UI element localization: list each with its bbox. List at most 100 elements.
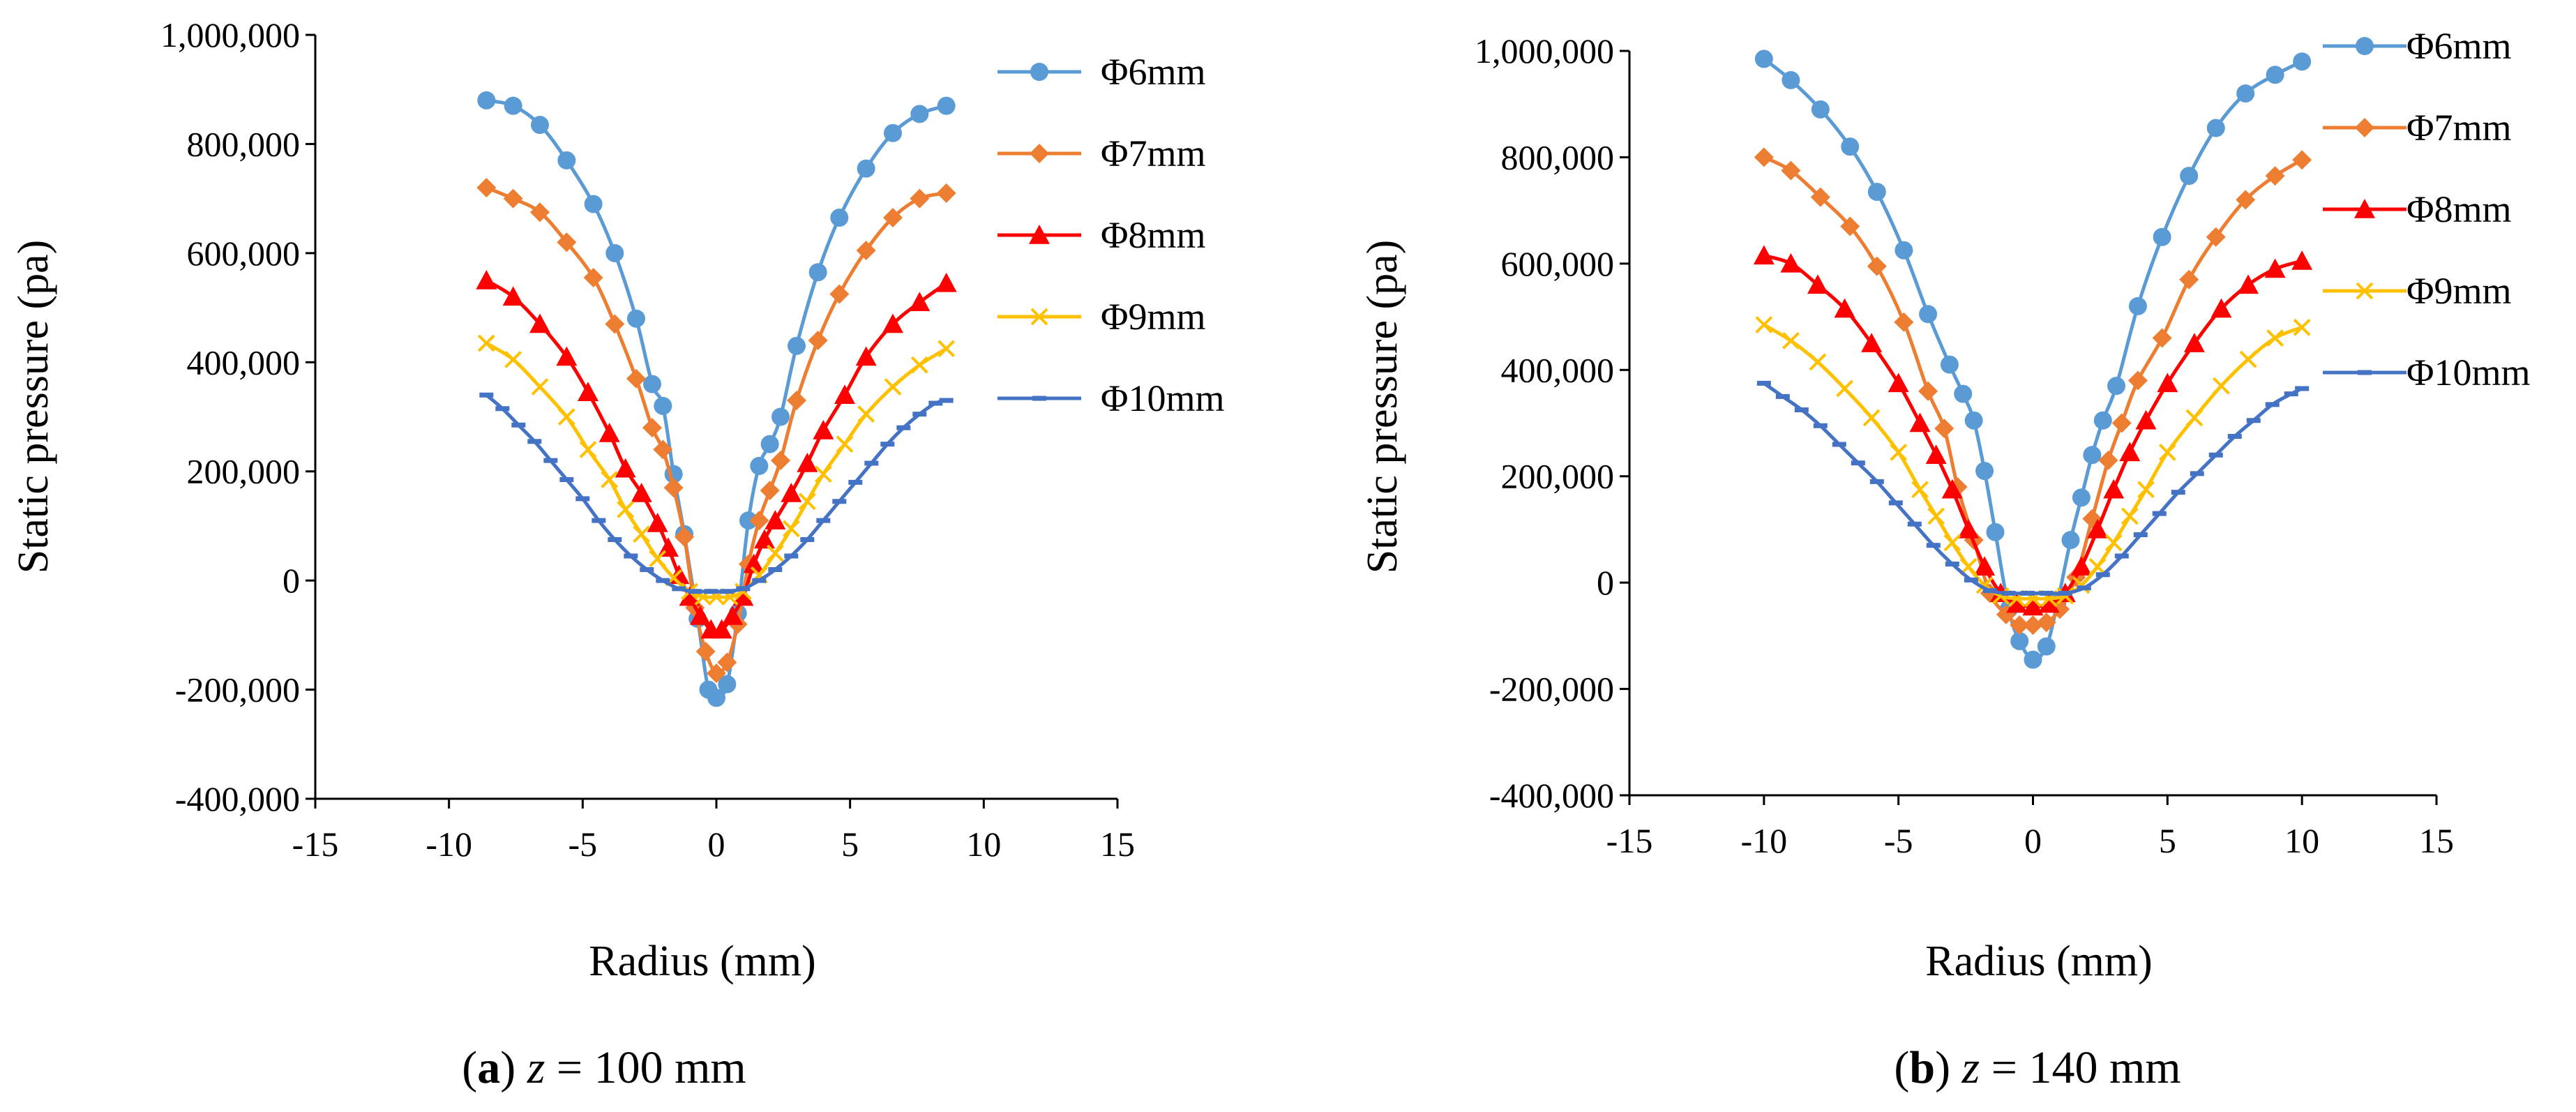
data-point [2121, 507, 2139, 525]
data-point [2206, 227, 2226, 247]
data-point [754, 529, 775, 549]
caption-value: = 140 mm [1980, 1042, 2180, 1093]
data-point [743, 553, 764, 573]
data-point [1807, 274, 1828, 294]
data-point [2185, 409, 2204, 427]
data-point [855, 346, 877, 366]
data-point [1780, 253, 1802, 273]
data-point [502, 286, 524, 306]
x-tick-label: -10 [1741, 821, 1788, 860]
data-point [633, 525, 651, 543]
data-point [2083, 446, 2102, 465]
data-point [1927, 507, 1945, 525]
data-point [477, 334, 495, 352]
data-point [695, 641, 716, 661]
legend-item: Φ6mm [997, 51, 1205, 93]
y-tick-label: 0 [283, 561, 300, 600]
data-point [504, 350, 522, 368]
data-point [857, 159, 875, 178]
data-point [584, 195, 603, 213]
data-point [2103, 479, 2125, 499]
data-point [579, 441, 597, 458]
caption-value: = 100 mm [545, 1042, 746, 1093]
data-point [2061, 531, 2080, 550]
data-point [643, 375, 661, 393]
x-tick-label: 0 [2024, 821, 2042, 860]
data-point [626, 368, 646, 389]
data-point [2137, 481, 2155, 499]
data-point [2180, 167, 2199, 186]
data-point [797, 452, 818, 472]
legend-marker [1030, 63, 1048, 81]
series-layer [1753, 50, 2313, 669]
data-point [717, 652, 737, 673]
y-tick-label: 600,000 [1501, 244, 1615, 283]
data-point [556, 346, 578, 366]
data-point [2010, 631, 2029, 650]
data-point [711, 619, 732, 639]
data-point [2006, 593, 2028, 613]
data-point [2266, 329, 2284, 347]
data-point [1809, 353, 1827, 371]
legend-label: Φ10mm [1101, 377, 1224, 419]
data-point [718, 675, 737, 693]
legend-item: Φ10mm [997, 377, 1224, 419]
x-tick-label: -10 [425, 825, 472, 864]
data-point [2158, 444, 2176, 461]
data-point [1754, 50, 1773, 68]
data-point [2183, 333, 2205, 352]
series-5 [479, 392, 954, 594]
data-point [2093, 411, 2112, 430]
legend-marker [2356, 282, 2374, 300]
x-tick-label: 5 [841, 825, 859, 864]
data-point [2023, 615, 2043, 636]
data-point [788, 336, 806, 355]
x-tick-label: 5 [2159, 821, 2176, 860]
y-tick-label: 600,000 [187, 234, 301, 273]
data-point [615, 458, 636, 478]
data-point [808, 331, 828, 350]
data-point [2087, 518, 2109, 539]
data-point [1986, 523, 2005, 541]
data-point [1925, 444, 1947, 464]
legend-item: Φ6mm [2323, 25, 2511, 67]
panel-caption: (b) z = 140 mm [1894, 1042, 2180, 1093]
data-point [617, 501, 635, 518]
data-point [578, 382, 598, 402]
x-tick-label: -15 [292, 825, 339, 864]
data-point [653, 439, 673, 460]
x-tick-label: 10 [966, 825, 1001, 864]
data-point [2157, 373, 2178, 393]
data-point [2135, 410, 2157, 430]
data-point [1834, 298, 1855, 318]
data-point [2239, 350, 2257, 368]
chart-panel-b: -400,000 -200,000 0 200,000 400,000 600,000 80… [1359, 25, 2530, 1093]
data-point [649, 550, 667, 568]
data-point [504, 96, 522, 115]
y-axis-title: Static pressure (pa) [10, 240, 57, 574]
data-point [732, 586, 754, 606]
data-point [836, 435, 854, 453]
data-point [647, 513, 668, 532]
legend-marker [2356, 37, 2374, 55]
data-point [1911, 481, 1929, 499]
data-point [583, 268, 603, 288]
legend-item: Φ9mm [2323, 270, 2511, 312]
y-axis-title: Static pressure (pa) [1359, 240, 1406, 574]
data-point [2213, 377, 2230, 395]
data-point [910, 188, 930, 209]
legend-marker [1029, 225, 1050, 244]
data-point [1909, 412, 1931, 433]
data-point [2088, 557, 2107, 576]
series-4 [1755, 316, 2311, 608]
y-tick-label: 200,000 [187, 452, 301, 491]
data-point [601, 471, 619, 488]
data-point [531, 378, 549, 396]
data-point [910, 356, 928, 374]
data-point [1919, 305, 1938, 324]
data-point [1867, 256, 1887, 276]
data-point [1840, 216, 1860, 236]
data-point [605, 243, 624, 262]
caption-letter: a [477, 1042, 500, 1093]
series-layer [476, 91, 957, 707]
